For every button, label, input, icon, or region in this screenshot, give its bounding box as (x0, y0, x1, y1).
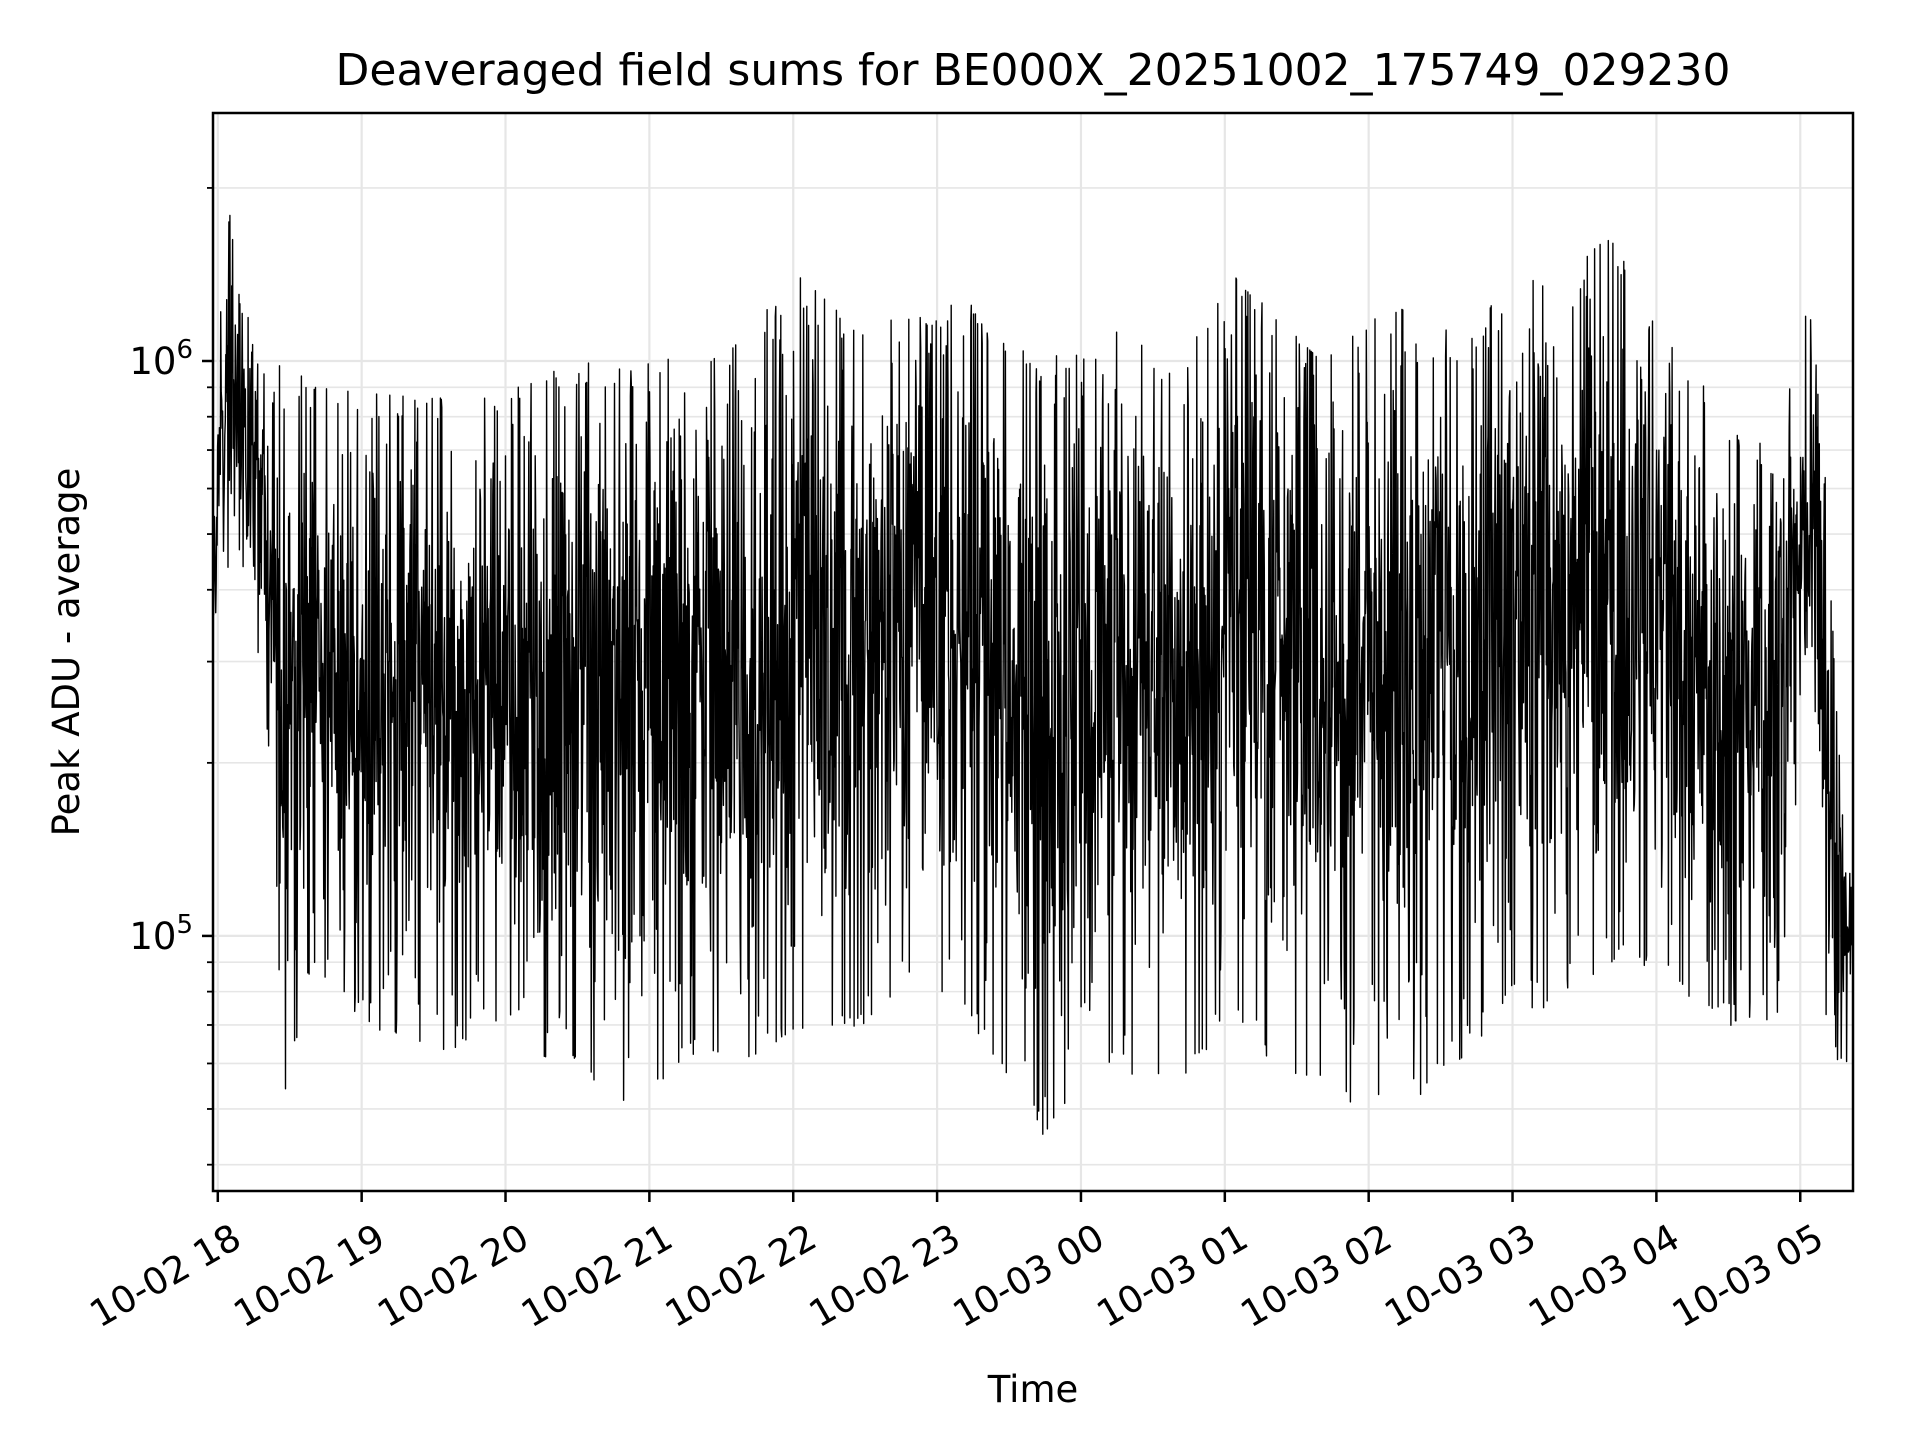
x-axis-label: Time (987, 1368, 1079, 1411)
y-tick-label: 105 (129, 910, 193, 958)
y-tick-base: 10 (129, 915, 176, 958)
series-layer (212, 214, 1854, 1135)
y-tick-label: 106 (129, 335, 193, 383)
y-axis-label: Peak ADU - average (45, 468, 88, 837)
plot-area-frame (211, 111, 1855, 1193)
y-tick-base: 10 (129, 340, 176, 383)
y-tick-exponent: 5 (176, 910, 193, 940)
y-tick-exponent: 6 (176, 335, 193, 365)
series-line (212, 214, 1854, 1135)
chart-title: Deaveraged field sums for BE000X_2025100… (336, 45, 1731, 96)
